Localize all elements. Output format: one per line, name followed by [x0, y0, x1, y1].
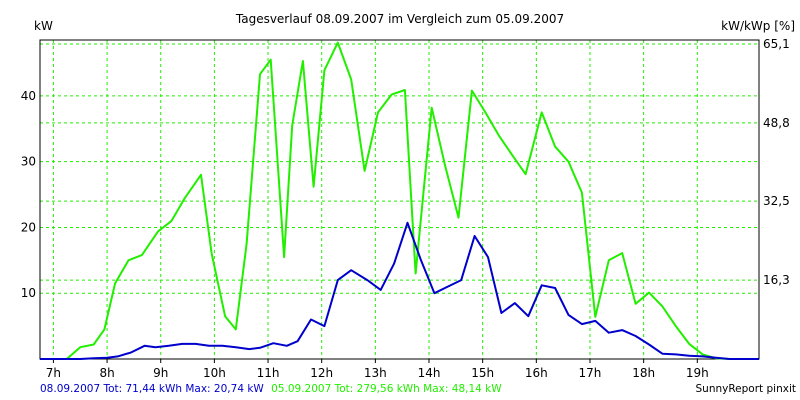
x-tick-label-15h: 15h: [471, 366, 494, 380]
x-tick-label-14h: 14h: [418, 366, 441, 380]
y-tick-label-left-20: 20: [21, 220, 36, 234]
x-tick-label-16h: 16h: [525, 366, 548, 380]
y-tick-label-right-65,1: 65,1: [763, 37, 790, 51]
footer-summary: 08.09.2007 Tot: 71,44 kWh Max: 20,74 kW …: [40, 383, 502, 395]
plot-frame: [39, 39, 760, 360]
footer-green-summary: 05.09.2007 Tot: 279,56 kWh Max: 48,14 kW: [271, 383, 502, 395]
x-tick-label-12h: 12h: [310, 366, 333, 380]
grid-layer: [40, 40, 759, 359]
x-tick-label-13h: 13h: [364, 366, 387, 380]
axes-layer: [39, 39, 760, 363]
x-tick-label-17h: 17h: [579, 366, 602, 380]
x-tick-label-11h: 11h: [257, 366, 280, 380]
tick-label-layer: 7h 8h 9h 10h 11h 12h 13h 14h 15h 16h 17h 18h 19h 10 20…: [21, 37, 790, 380]
x-tick-label-10h: 10h: [203, 366, 226, 380]
series-layer: [40, 41, 759, 360]
y-tick-label-right-32,5: 32,5: [763, 194, 790, 208]
y-axis-left-label: kW: [34, 19, 53, 33]
x-tick-label-8h: 8h: [99, 366, 114, 380]
y-tick-label-right-16,3: 16,3: [763, 273, 790, 287]
x-tick-label-19h: 19h: [686, 366, 709, 380]
y-tick-label-left-30: 30: [21, 155, 36, 169]
series-line-05.09.2007: [40, 41, 759, 360]
series-line-08.09.2007: [40, 221, 759, 360]
y-axis-right-label: kW/kWp [%]: [721, 19, 795, 33]
x-tick-label-18h: 18h: [632, 366, 655, 380]
y-tick-label-right-48,8: 48,8: [763, 116, 790, 130]
footer-blue-summary: 08.09.2007 Tot: 71,44 kWh Max: 20,74 kW: [40, 383, 264, 395]
y-tick-label-left-10: 10: [21, 286, 36, 300]
x-tick-label-9h: 9h: [153, 366, 168, 380]
footer-credit: SunnyReport pinxit: [696, 383, 796, 395]
x-tick-label-7h: 7h: [46, 366, 61, 380]
chart-title: Tagesverlauf 08.09.2007 im Vergleich zum…: [235, 12, 564, 26]
y-tick-label-left-40: 40: [21, 89, 36, 103]
